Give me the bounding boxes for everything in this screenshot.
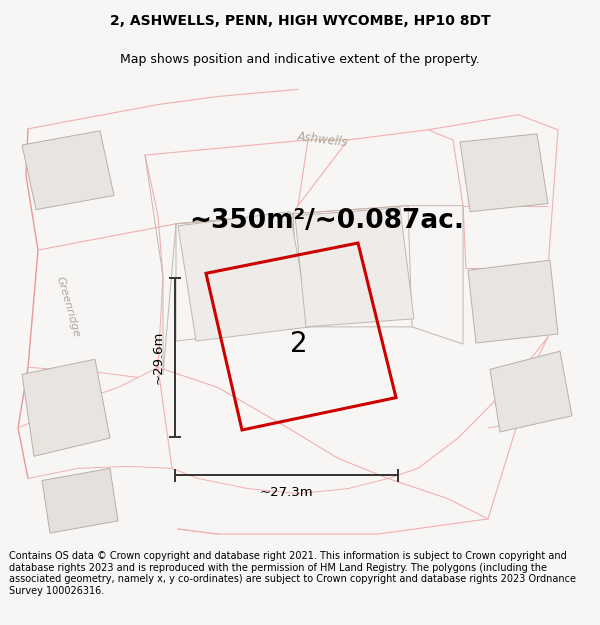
Text: ~27.3m: ~27.3m [260,486,313,499]
Text: 2: 2 [290,330,308,358]
Text: 2, ASHWELLS, PENN, HIGH WYCOMBE, HP10 8DT: 2, ASHWELLS, PENN, HIGH WYCOMBE, HP10 8D… [110,14,490,28]
Text: Map shows position and indicative extent of the property.: Map shows position and indicative extent… [120,53,480,66]
Polygon shape [490,351,572,432]
Text: Contains OS data © Crown copyright and database right 2021. This information is : Contains OS data © Crown copyright and d… [9,551,576,596]
Text: ~350m²/~0.087ac.: ~350m²/~0.087ac. [189,208,464,234]
Polygon shape [42,468,118,533]
Polygon shape [295,208,414,327]
Text: Greenridge: Greenridge [55,275,82,338]
Polygon shape [22,359,110,456]
Polygon shape [22,131,114,209]
Polygon shape [178,212,310,341]
Polygon shape [460,134,548,212]
Polygon shape [468,260,558,343]
Text: Ashwells: Ashwells [296,131,348,149]
Text: ~29.6m: ~29.6m [152,331,165,384]
